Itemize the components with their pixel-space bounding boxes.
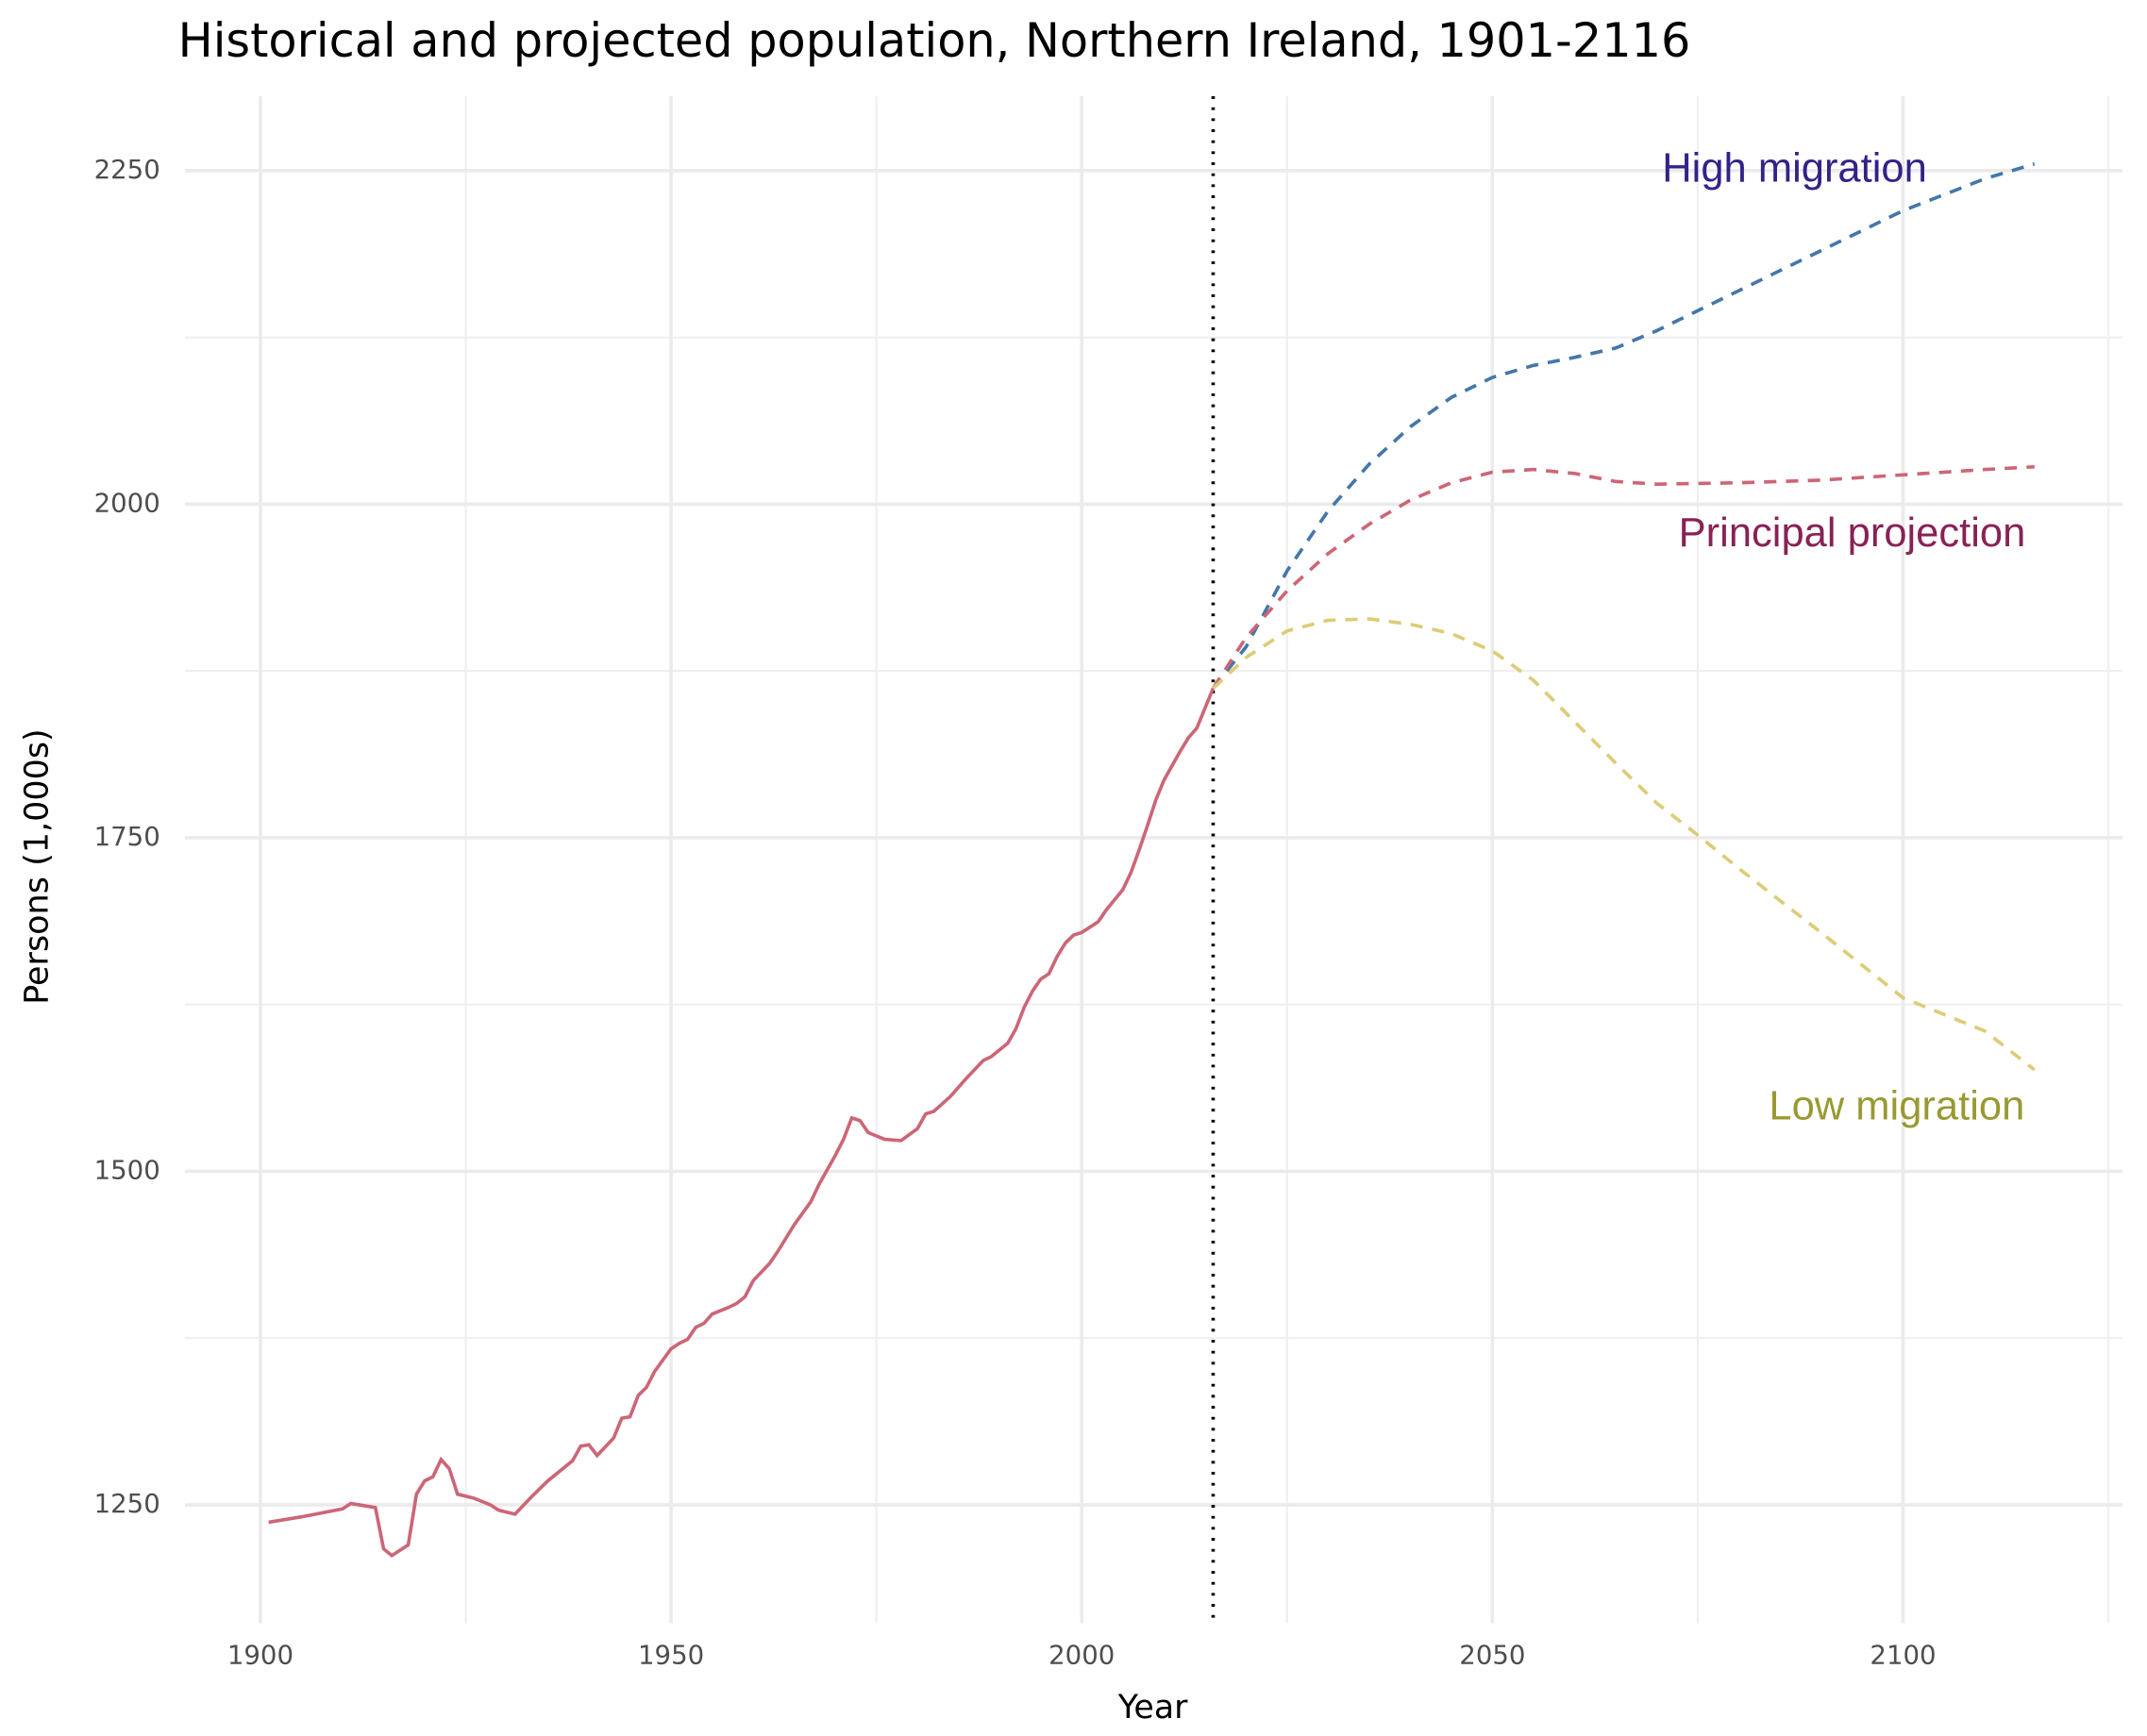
series-label: High migration bbox=[1662, 145, 1927, 191]
y-tick-label: 1500 bbox=[94, 1154, 160, 1185]
x-tick-label: 1900 bbox=[227, 1639, 294, 1670]
projection-line bbox=[1211, 464, 2035, 690]
y-tick-label: 1250 bbox=[94, 1488, 160, 1519]
x-axis-title: Year bbox=[1117, 1689, 1188, 1727]
y-tick-label: 1750 bbox=[94, 821, 160, 852]
y-axis-title: Persons (1,000s) bbox=[19, 728, 57, 1005]
x-tick-label: 2050 bbox=[1459, 1639, 1525, 1670]
series-label: Low migration bbox=[1769, 1083, 2024, 1128]
x-tick-label: 2000 bbox=[1048, 1639, 1115, 1670]
y-tick-label: 2250 bbox=[94, 154, 160, 185]
x-tick-label: 1950 bbox=[638, 1639, 704, 1670]
y-tick-label: 2000 bbox=[94, 487, 160, 518]
x-tick-label: 2100 bbox=[1870, 1639, 1936, 1670]
history-line bbox=[268, 687, 1216, 1558]
projection-line bbox=[1212, 617, 2036, 1072]
chart-title: Historical and projected population, Nor… bbox=[178, 13, 1691, 68]
series-label: Principal projection bbox=[1679, 510, 2026, 556]
projection-line bbox=[1212, 162, 2036, 690]
